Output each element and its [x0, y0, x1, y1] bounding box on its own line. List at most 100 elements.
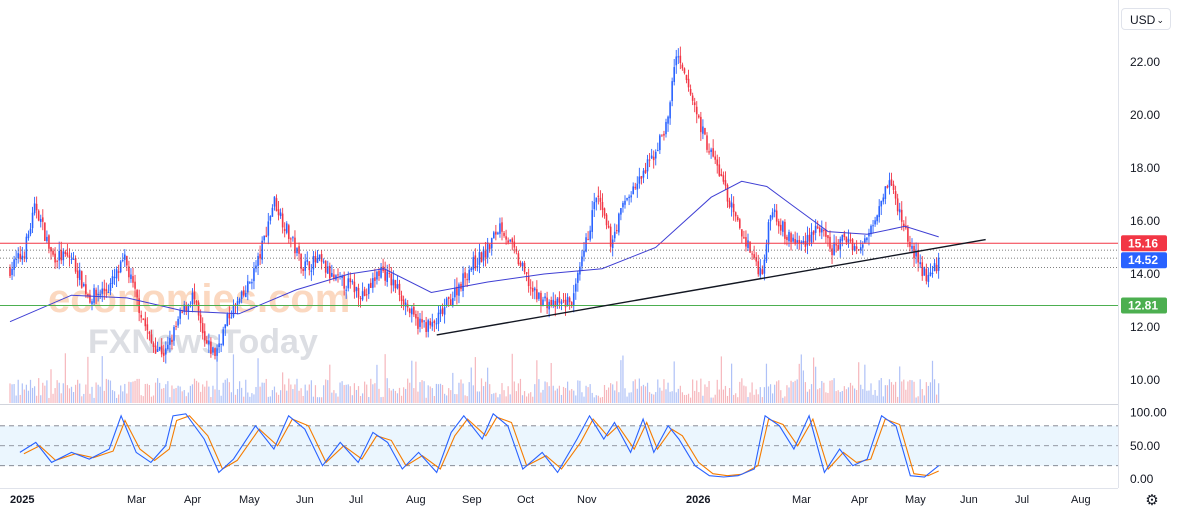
trendline: [436, 238, 986, 336]
volume-bar: [314, 385, 317, 403]
candle-body: [452, 298, 454, 306]
candle-body: [689, 88, 692, 95]
volume-bar: [720, 356, 722, 403]
candle-body: [698, 115, 700, 118]
volume-bar: [714, 394, 716, 403]
volume-bar: [907, 381, 909, 403]
volume-bar: [359, 396, 362, 403]
candle-body: [505, 236, 507, 240]
candle-body: [812, 230, 815, 235]
candle-body: [620, 208, 622, 215]
x-tick-label: Oct: [517, 494, 534, 506]
candle-body: [581, 256, 583, 267]
candle-body: [306, 259, 309, 262]
y-tick-label: 18.00: [1130, 161, 1160, 175]
candle-body: [199, 314, 202, 324]
volume-bar: [917, 396, 919, 403]
volume-bar: [46, 380, 48, 403]
candle-body: [310, 270, 313, 272]
candle-body: [423, 320, 425, 322]
volume-bar: [722, 389, 724, 403]
candle-body: [203, 331, 206, 341]
volume-bar: [72, 392, 75, 403]
volume-bar: [696, 380, 698, 403]
volume-bar: [85, 384, 87, 403]
volume-bar: [335, 393, 337, 403]
candle-body: [683, 68, 686, 74]
candle-body: [456, 286, 458, 296]
volume-bar: [562, 386, 565, 403]
candle-body: [821, 228, 823, 233]
volume-bar: [542, 389, 544, 403]
volume-bar: [591, 392, 593, 403]
volume-bar: [560, 394, 563, 403]
y-tick-label: 16.00: [1130, 214, 1160, 228]
candle-body: [706, 135, 708, 150]
volume-bar: [564, 388, 567, 403]
volume-bar: [263, 382, 265, 403]
candle-body: [669, 102, 671, 119]
candle-body: [294, 237, 296, 254]
candle-body: [636, 183, 639, 190]
candle-body: [443, 307, 446, 315]
candle-body: [343, 275, 345, 289]
candle-body: [91, 301, 93, 305]
volume-bar: [745, 386, 747, 403]
candle-body: [679, 55, 682, 63]
candle-body: [212, 347, 214, 353]
candle-body: [113, 276, 116, 278]
volume-bar: [784, 396, 786, 403]
candle-body: [230, 317, 233, 319]
gear-icon[interactable]: ⚙: [1145, 492, 1159, 509]
x-tick-label: May: [905, 494, 926, 506]
candle-body: [76, 270, 79, 279]
candle-body: [142, 318, 145, 320]
candle-body: [107, 291, 110, 293]
candle-body: [632, 186, 634, 195]
volume-bar: [282, 372, 284, 403]
candle-body: [866, 237, 868, 241]
candle-body: [884, 186, 887, 199]
volume-bar: [79, 383, 81, 403]
volume-bar: [370, 378, 372, 403]
volume-bar: [15, 395, 17, 403]
volume-bar: [587, 387, 589, 403]
volume-bar: [433, 395, 435, 403]
candle-body: [152, 343, 155, 347]
candle-body: [634, 186, 637, 189]
volume-bar: [759, 387, 761, 403]
candle-body: [831, 248, 833, 256]
volume-bar: [571, 388, 573, 403]
candle-body: [767, 222, 770, 245]
volume-bar: [157, 378, 159, 403]
candle-body: [538, 292, 540, 299]
candle-body: [29, 228, 32, 235]
candle-body: [50, 247, 52, 252]
candle-body: [775, 210, 778, 222]
candle-body: [751, 253, 753, 255]
volume-bar: [19, 394, 21, 403]
volume-bar: [790, 380, 792, 403]
volume-bar: [304, 384, 306, 403]
volume-bar: [111, 390, 114, 403]
candle-body: [638, 176, 641, 184]
currency-selector[interactable]: USD ⌄: [1121, 8, 1171, 30]
volume-bar: [296, 378, 298, 403]
volume-bar: [218, 389, 220, 403]
candle-body: [587, 239, 589, 241]
candle-body: [771, 212, 774, 218]
volume-bar: [468, 382, 470, 403]
volume-bar: [726, 395, 729, 403]
candle-body: [837, 245, 839, 250]
x-tick-label: Sep: [462, 494, 482, 506]
candle-body: [763, 259, 766, 274]
volume-bar: [786, 385, 788, 403]
volume-bar: [763, 387, 765, 403]
candle-body: [376, 271, 378, 280]
volume-bar: [767, 386, 770, 403]
volume-bar: [806, 391, 809, 403]
stochastic-k-line: [19, 412, 940, 478]
x-tick-label: Aug: [406, 494, 426, 506]
volume-bar: [472, 385, 474, 403]
